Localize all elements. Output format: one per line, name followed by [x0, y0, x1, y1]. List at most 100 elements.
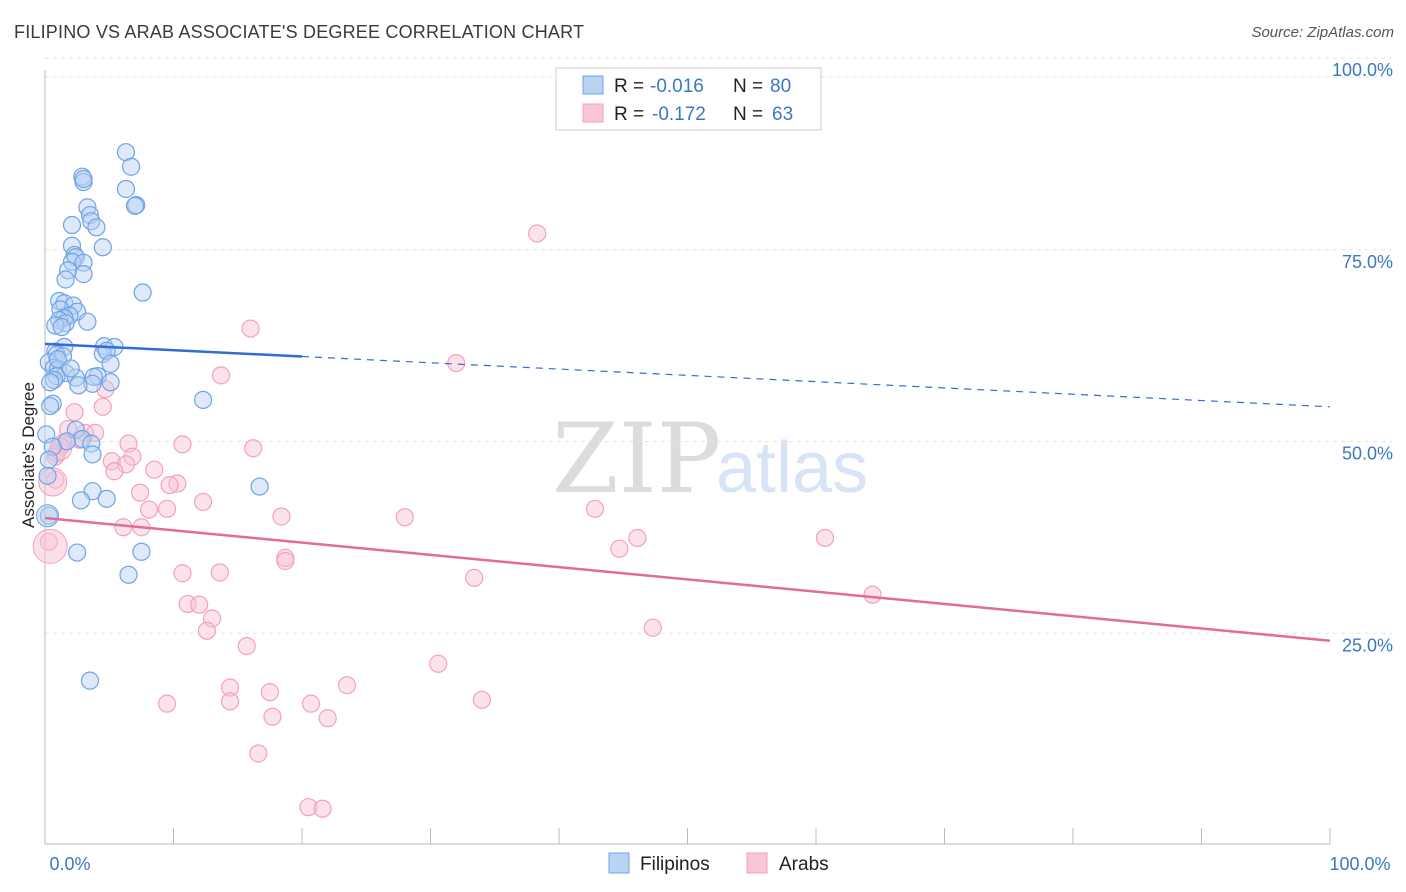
- arabs-point-51: [429, 654, 448, 673]
- trend-filipinos-dashed: [301, 355, 1331, 408]
- filipinos-point-66: [83, 445, 102, 464]
- legend-r-label-2: R =: [614, 104, 644, 125]
- arabs-point-44: [863, 585, 882, 604]
- legend-swatch-arabs: [582, 103, 604, 123]
- arabs-point-50: [237, 637, 256, 656]
- arabs-point-38: [610, 539, 629, 558]
- arabs-point-43: [465, 568, 484, 587]
- arabs-point-40: [276, 551, 295, 571]
- arabs-point-14: [244, 439, 263, 458]
- filipinos-point-6: [127, 195, 146, 215]
- arabs-point-55: [472, 690, 491, 709]
- filipinos-point-63: [57, 432, 76, 451]
- arabs-point-63: [313, 799, 332, 818]
- arabs-point-2: [447, 353, 466, 373]
- arabs-point-59: [263, 707, 282, 726]
- filipinos-point-53: [101, 373, 120, 392]
- trend-lines: [44, 342, 1331, 642]
- filipinos-point-12: [87, 218, 106, 237]
- filipinos-point-75: [80, 671, 100, 690]
- bottom-legend-filipinos: Filipinos: [640, 854, 710, 875]
- watermark-atlas: atlas: [716, 428, 868, 508]
- filipinos-point-4: [74, 169, 93, 189]
- arabs-point-41: [173, 564, 192, 583]
- legend-n-value-2: 63: [772, 104, 793, 125]
- arabs-point-24: [168, 474, 187, 493]
- filipinos-point-57: [193, 390, 213, 410]
- arabs-point-46: [190, 595, 209, 614]
- filipinos-point-59: [41, 396, 60, 416]
- filipinos-point-33: [46, 316, 65, 335]
- legend-r-value-1: -0.016: [650, 76, 704, 97]
- arabs-point-32: [395, 508, 414, 527]
- bottom-legend-swatch-arabs: [746, 852, 768, 874]
- series-legend: Filipinos Arabs: [608, 852, 829, 875]
- filipinos-point-55: [83, 374, 102, 393]
- arabs-point-22: [105, 462, 124, 481]
- filipinos-point-58: [43, 394, 62, 413]
- filipinos-point-7: [125, 196, 145, 215]
- arabs-point-26: [130, 483, 150, 502]
- legend-n-value-1: 80: [770, 76, 791, 97]
- watermark: ZIP atlas: [552, 403, 868, 515]
- filipinos-point-79: [61, 359, 80, 378]
- arabs-point-49: [197, 621, 217, 640]
- arabs-point-54: [260, 683, 279, 702]
- arabs-point-25: [160, 475, 179, 495]
- arabs-point-20: [116, 455, 136, 474]
- filipinos-point-76: [39, 450, 58, 469]
- filipinos-point-56: [69, 376, 88, 395]
- trend-filipinos-solid: [44, 342, 303, 358]
- arabs-point-42: [210, 563, 229, 582]
- arabs-point-53: [337, 676, 357, 695]
- filipinos-point-70: [97, 489, 116, 508]
- stats-legend: R = -0.016 N = 80 R = -0.172 N = 63: [555, 67, 822, 131]
- grid: [45, 57, 1392, 634]
- bottom-legend-swatch-filipinos: [608, 852, 630, 874]
- arabs-point-large-1: [32, 528, 68, 564]
- x-ticks: [44, 828, 1331, 844]
- filipinos-point-11: [62, 215, 82, 235]
- x-tick-label-min: 0.0%: [49, 854, 90, 874]
- bottom-legend-arabs: Arabs: [779, 854, 829, 875]
- arabs-point-37: [815, 528, 835, 548]
- filipinos-point-74: [119, 565, 138, 584]
- filipinos-point-69: [71, 491, 91, 510]
- arabs-point-31: [272, 507, 291, 526]
- chart-title: FILIPINO VS ARAB ASSOCIATE'S DEGREE CORR…: [14, 22, 585, 42]
- legend-r-value-2: -0.172: [652, 104, 706, 125]
- filipinos-point-72: [132, 542, 151, 561]
- series-filipinos: [36, 143, 269, 690]
- y-tick-label-50: 50.0%: [1342, 444, 1393, 464]
- filipinos-point-67: [250, 477, 269, 496]
- filipinos-point-21: [56, 270, 75, 289]
- arabs-point-6: [93, 397, 112, 416]
- arabs-point-57: [220, 692, 240, 711]
- arabs-point-28: [157, 499, 177, 518]
- arabs-point-5: [65, 403, 84, 422]
- filipinos-point-34: [52, 317, 71, 337]
- arabs-point-1: [241, 319, 260, 338]
- source-credit: Source: ZipAtlas.com: [1251, 24, 1394, 41]
- filipinos-point-77: [38, 466, 57, 485]
- filipinos-point-large-1: [36, 504, 60, 528]
- trend-arabs: [44, 516, 1331, 642]
- filipinos-point-62: [73, 429, 92, 449]
- x-tick-label-max: 100.0%: [1329, 854, 1390, 874]
- filipinos-point-5: [116, 179, 136, 199]
- y-tick-labels: 25.0% 50.0% 75.0% 100.0%: [1332, 60, 1393, 655]
- arabs-point-62: [299, 798, 318, 817]
- filipinos-point-49: [84, 367, 103, 386]
- filipinos-point-54: [41, 373, 60, 392]
- filipinos-point-73: [68, 543, 87, 562]
- arabs-point-58: [301, 694, 321, 713]
- arabs-point-3: [211, 366, 231, 385]
- y-tick-label-25: 25.0%: [1342, 635, 1393, 655]
- filipinos-point-78: [48, 350, 67, 369]
- y-axis-label: Associate's Degree: [19, 382, 38, 528]
- arabs-point-61: [249, 744, 268, 763]
- arabs-point-48: [643, 618, 662, 637]
- arabs-point-52: [220, 678, 240, 697]
- series-arabs: [32, 224, 882, 818]
